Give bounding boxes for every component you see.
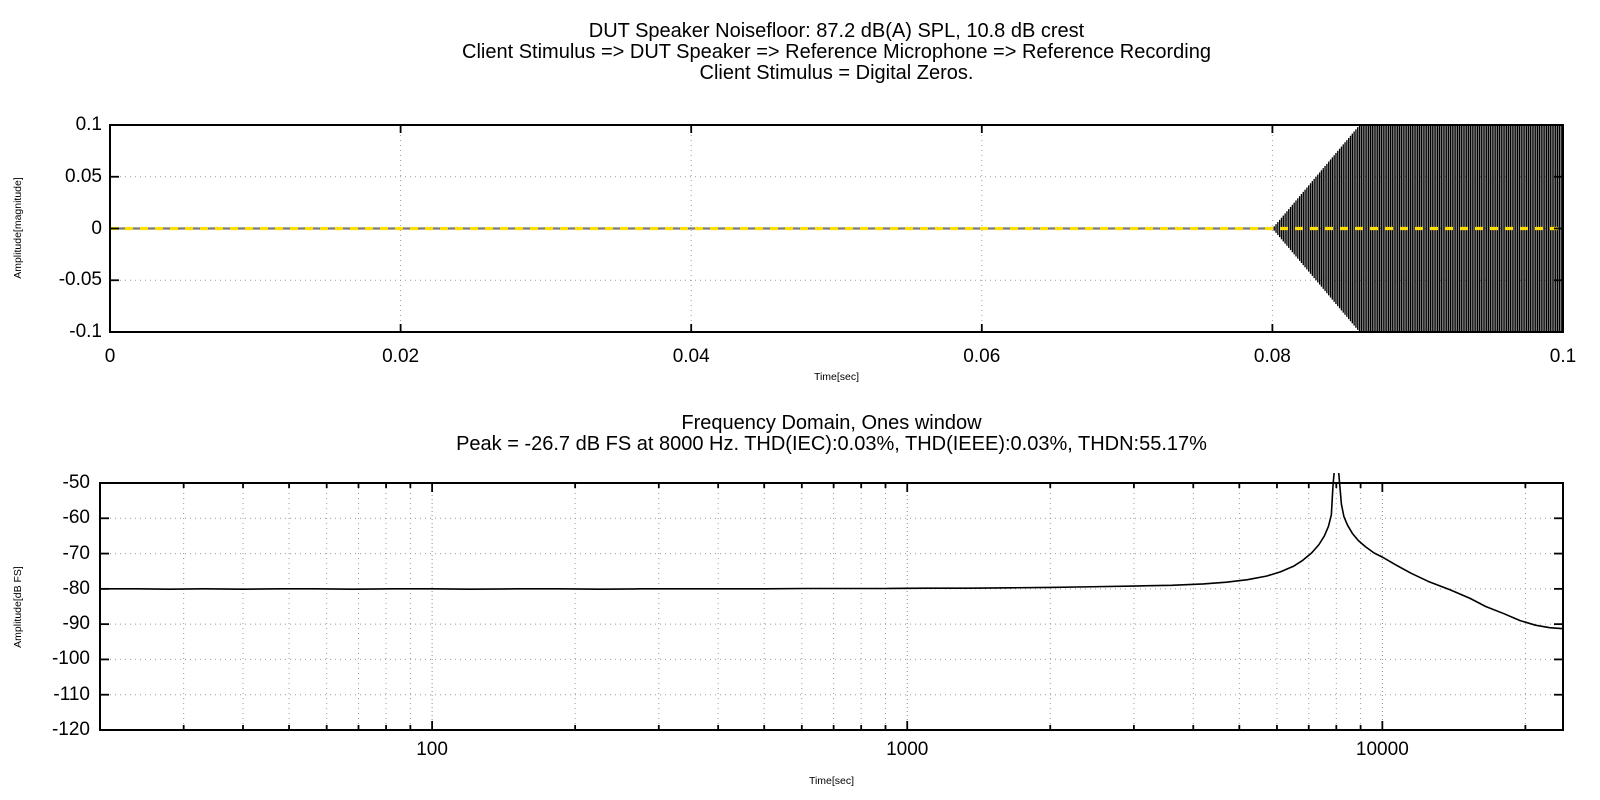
bottom-plot-frame bbox=[99, 482, 1564, 731]
bottom-y-tick-label: -110 bbox=[53, 683, 90, 705]
noise-floor-curve-group bbox=[100, 473, 1563, 630]
time-domain-plot bbox=[109, 124, 1564, 333]
top-chart-title: DUT Speaker Noisefloor: 87.2 dB(A) SPL, … bbox=[588, 20, 1085, 42]
bottom-y-tick-label: -50 bbox=[62, 472, 90, 493]
frequency-domain-title-block: Frequency Domain, Ones window Peak = -26… bbox=[100, 413, 1563, 455]
bottom-y-tick-label: -70 bbox=[62, 542, 90, 564]
top-x-tick-label: 0.02 bbox=[382, 346, 420, 367]
top-chart-subtitle-signal-chain: Client Stimulus => DUT Speaker => Refere… bbox=[462, 41, 1211, 63]
bottom-y-tick-label: -60 bbox=[62, 507, 90, 529]
top-y-tick-label: -0.1 bbox=[69, 321, 102, 342]
bottom-chart-title: Frequency Domain, Ones window bbox=[681, 412, 982, 434]
bottom-x-tick-label: 100 bbox=[416, 739, 448, 760]
top-y-tick-label: 0.05 bbox=[65, 165, 102, 187]
bottom-y-tick-label: -80 bbox=[62, 577, 90, 599]
top-y-tick-label: 0.1 bbox=[75, 114, 102, 135]
frequency-domain-plot bbox=[99, 473, 1564, 731]
top-y-tick-label: -0.05 bbox=[58, 269, 102, 291]
bottom-y-tick-label: -100 bbox=[51, 648, 90, 670]
top-ticks bbox=[109, 124, 1564, 333]
top-x-tick-label: 0 bbox=[104, 346, 116, 367]
bottom-x-tick-label: 10000 bbox=[1355, 739, 1409, 760]
bottom-y-tick-label: -120 bbox=[51, 719, 90, 740]
bottom-x-axis-label: Time[sec] bbox=[808, 775, 855, 787]
bottom-x-tick-label: 1000 bbox=[886, 739, 929, 760]
top-x-tick-label: 0.08 bbox=[1253, 346, 1291, 367]
top-x-tick-label: 0.04 bbox=[672, 346, 710, 367]
top-x-tick-label: 0.1 bbox=[1549, 346, 1577, 367]
noise-floor-spectrum-curve bbox=[100, 473, 1563, 630]
bottom-ticks bbox=[100, 482, 1563, 731]
top-x-tick-label: 0.06 bbox=[963, 346, 1001, 367]
bottom-grid bbox=[100, 483, 1563, 730]
bottom-y-tick-label: -90 bbox=[62, 613, 90, 635]
top-y-tick-label: 0 bbox=[91, 217, 102, 239]
time-domain-title-block: DUT Speaker Noisefloor: 87.2 dB(A) SPL, … bbox=[110, 21, 1563, 84]
bottom-chart-subtitle-peak-thd: Peak = -26.7 dB FS at 8000 Hz. THD(IEC):… bbox=[456, 433, 1207, 455]
top-x-axis-label: Time[sec] bbox=[813, 371, 860, 383]
top-chart-subtitle-stimulus: Client Stimulus = Digital Zeros. bbox=[699, 62, 974, 84]
